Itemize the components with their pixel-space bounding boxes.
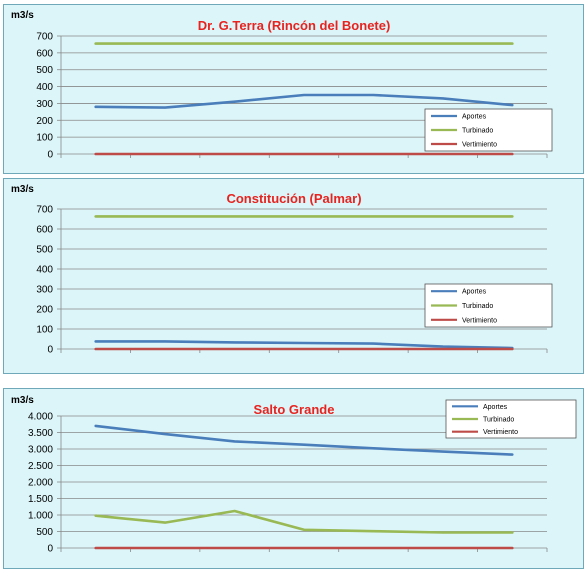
series-line-aportes xyxy=(94,93,514,109)
chart-title: Dr. G.Terra (Rincón del Bonete) xyxy=(198,18,391,33)
y-tick-label: 700 xyxy=(36,32,53,43)
chart-panel-terra: 0 100 200 300 400 500 600 700 m3/s Dr. G.Terra (R… xyxy=(3,4,584,174)
legend-label-vertimiento: Vertimiento xyxy=(462,142,497,149)
y-tick-label: 200 xyxy=(36,305,53,316)
legend-label-turbinado: Turbinado xyxy=(483,417,514,424)
legend-label-aportes: Aportes xyxy=(462,114,487,121)
y-tick-label: 100 xyxy=(36,325,53,336)
y-tick-label: 500 xyxy=(36,65,53,76)
y-tick-label: 600 xyxy=(36,48,53,59)
y-axis-unit-label: m3/s xyxy=(11,10,34,21)
y-tick-label: 3.500 xyxy=(28,428,53,439)
y-tick-label: 100 xyxy=(36,133,53,144)
y-tick-label: 3.000 xyxy=(28,445,53,456)
chart-title: Constitución (Palmar) xyxy=(226,191,361,206)
y-tick-label: 600 xyxy=(36,225,53,236)
chart-panel-palmar: 0 100 200 300 400 500 600 700 m3/s Constitución (… xyxy=(3,178,584,374)
legend-label-vertimiento: Vertimiento xyxy=(483,429,518,436)
y-tick-label: 0 xyxy=(47,345,53,356)
y-axis-unit-label: m3/s xyxy=(11,395,34,406)
legend-label-aportes: Aportes xyxy=(483,404,508,411)
y-tick-label: 2.000 xyxy=(28,478,53,489)
chart-title: Salto Grande xyxy=(254,402,335,417)
y-tick-label: 500 xyxy=(36,527,53,538)
legend-label-turbinado: Turbinado xyxy=(462,303,493,310)
y-tick-label: 400 xyxy=(36,265,53,276)
y-tick-label: 200 xyxy=(36,116,53,127)
chart-panel-salto-grande: 0 500 1.000 1.500 2.000 2.500 3.000 3.500 4.000 m… xyxy=(3,388,584,569)
y-tick-label: 300 xyxy=(36,285,53,296)
chart-salto-grande: 0 500 1.000 1.500 2.000 2.500 3.000 3.500 4.000 m… xyxy=(11,395,577,555)
y-axis-unit-label: m3/s xyxy=(11,184,34,195)
y-tick-label: 500 xyxy=(36,245,53,256)
legend-label-turbinado: Turbinado xyxy=(462,128,493,135)
y-tick-label: 700 xyxy=(36,205,53,216)
legend-label-vertimiento: Vertimiento xyxy=(462,317,497,324)
y-tick-label: 4.000 xyxy=(28,412,53,423)
y-tick-label: 0 xyxy=(47,544,53,555)
y-tick-label: 0 xyxy=(47,150,53,161)
series-line-turbinado xyxy=(94,509,514,534)
series-line-aportes xyxy=(94,424,514,456)
y-tick-label: 2.500 xyxy=(28,461,53,472)
y-tick-label: 1.500 xyxy=(28,494,53,505)
legend-label-aportes: Aportes xyxy=(462,289,487,296)
y-tick-label: 400 xyxy=(36,82,53,93)
y-tick-label: 1.000 xyxy=(28,511,53,522)
series-line-aportes xyxy=(94,340,514,350)
y-tick-label: 300 xyxy=(36,99,53,110)
